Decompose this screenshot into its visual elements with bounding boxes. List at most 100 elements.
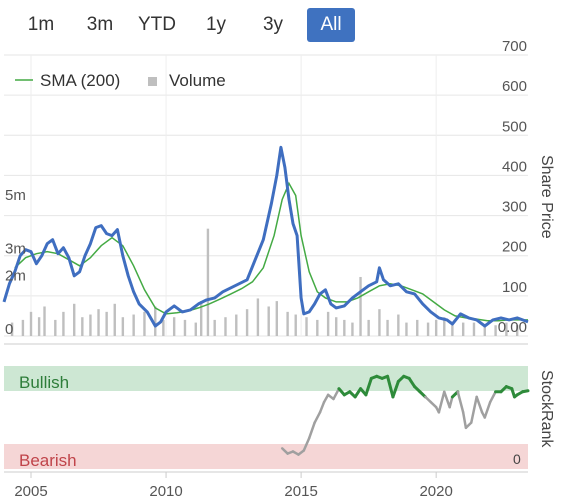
stockrank-segment	[407, 376, 417, 389]
volume-bar	[113, 303, 116, 336]
volume-bar	[37, 317, 41, 336]
stockrank-line	[280, 374, 530, 456]
share-price-tick-label: 400	[502, 158, 527, 175]
volume-bar	[472, 322, 476, 336]
share-price-tick-label: 300	[502, 199, 527, 216]
volume-bar	[162, 319, 165, 336]
volume-bar	[89, 314, 92, 336]
volume-bar	[275, 301, 279, 336]
volume-bar	[416, 319, 419, 336]
price-lines	[2, 145, 529, 328]
volume-bar	[326, 311, 330, 336]
stockrank-segment	[521, 389, 530, 394]
share-price-tick-label: 600	[502, 78, 527, 95]
volume-bar	[172, 317, 176, 336]
stockrank-segment	[353, 387, 363, 399]
volume-bar	[183, 319, 187, 336]
sma-200-line	[14, 181, 528, 322]
volume-bar	[386, 319, 389, 336]
share-price-axis-title: Share Price	[538, 155, 555, 239]
stockrank-segment	[470, 395, 478, 424]
volume-bar	[351, 322, 354, 336]
x-tick-label: 2015	[284, 483, 317, 499]
stockrank-segment	[391, 379, 400, 399]
stockrank-segment	[488, 390, 497, 404]
volume-bar	[378, 309, 381, 336]
volume-bar	[154, 306, 157, 336]
volume-bar	[434, 319, 438, 336]
volume-bar	[397, 314, 400, 336]
bullish-band	[4, 366, 528, 391]
volume-tick-label: 3m	[5, 241, 26, 258]
volume-bar	[21, 319, 25, 336]
volume-bar	[335, 317, 338, 336]
volume-bar	[359, 276, 362, 336]
stockrank-segment	[443, 390, 451, 409]
volume-bar	[81, 317, 84, 336]
stockrank-segment	[307, 421, 316, 440]
bearish-label: Bearish	[19, 451, 77, 470]
range-button-3m[interactable]: 3m	[86, 14, 114, 35]
share-price-tick-label: 100	[502, 279, 527, 296]
volume-bar	[405, 322, 408, 336]
x-tick-label: 2020	[419, 483, 452, 499]
volume-bar	[121, 317, 125, 336]
legend-label-volume[interactable]: Volume	[169, 71, 226, 90]
volume-bar	[443, 317, 446, 336]
volume-bars	[10, 228, 519, 336]
volume-bar	[426, 322, 430, 336]
volume-bar	[343, 319, 346, 336]
volume-bar	[461, 322, 465, 336]
stockrank-segment	[475, 395, 484, 414]
stockrank-segment	[461, 411, 468, 430]
volume-bar	[199, 301, 203, 336]
share-price-ticks: 0.00 100 200 300 400 500 600 700	[498, 38, 527, 336]
volume-legend-swatch	[148, 77, 157, 86]
stockrank-segment	[332, 387, 341, 401]
price-gridlines	[4, 54, 528, 337]
range-button-3y[interactable]: 3y	[262, 14, 284, 35]
volume-bar	[367, 319, 370, 336]
volume-bar	[451, 325, 454, 336]
stockrank-segment	[364, 376, 373, 397]
bearish-band	[4, 444, 528, 469]
volume-bar	[235, 314, 238, 336]
volume-bar	[245, 309, 249, 336]
volume-bar	[194, 322, 197, 336]
volume-bar	[515, 325, 519, 336]
volume-bar	[206, 228, 210, 336]
stockrank-segment	[313, 411, 322, 424]
volume-bar	[43, 306, 46, 336]
volume-bar	[267, 306, 270, 336]
share-price-tick-label: 700	[502, 38, 527, 55]
range-button-all[interactable]: All	[307, 8, 355, 42]
volume-bar	[286, 311, 289, 336]
stockrank-zero-tick: 0	[513, 451, 521, 467]
volume-bar	[305, 317, 308, 336]
stockrank-segment	[483, 400, 492, 419]
share-price-tick-label: 0.00	[498, 319, 527, 336]
volume-bar	[105, 311, 108, 336]
volume-bar	[494, 325, 497, 336]
volume-bar	[62, 311, 65, 336]
legend: SMA (200) Volume	[15, 71, 226, 90]
legend-label-sma[interactable]: SMA (200)	[40, 71, 120, 90]
stockrank-segment	[386, 374, 395, 399]
volume-bar	[316, 319, 319, 336]
volume-tick-label: 5m	[5, 187, 26, 204]
range-button-ytd[interactable]: YTD	[138, 14, 176, 35]
stockrank-segment	[437, 390, 446, 414]
volume-bar	[213, 319, 216, 336]
volume-bar	[97, 309, 100, 336]
volume-bar	[132, 314, 135, 336]
range-button-1y[interactable]: 1y	[205, 14, 227, 35]
volume-bar	[505, 322, 508, 336]
volume-bar	[10, 322, 14, 336]
x-axis-ticks: 2005 2010 2015 2020	[14, 472, 453, 499]
range-button-1m[interactable]: 1m	[27, 14, 55, 35]
volume-bar	[294, 314, 297, 336]
stockrank-segment	[448, 395, 454, 409]
volume-tick-label: 0	[5, 321, 13, 338]
stockrank-segment	[322, 393, 330, 404]
